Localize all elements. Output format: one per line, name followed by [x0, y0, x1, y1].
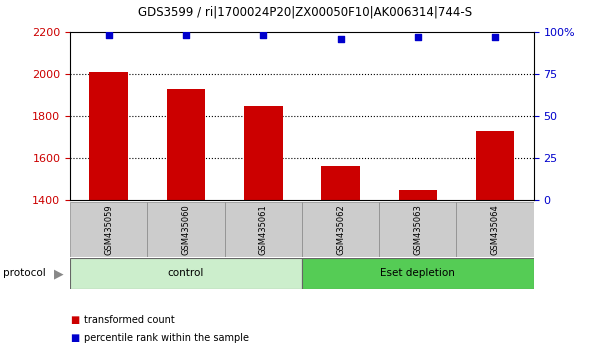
Text: GSM435063: GSM435063	[414, 204, 422, 255]
Bar	[70, 258, 302, 289]
Bar	[70, 202, 148, 257]
Point	[490, 34, 500, 40]
Text: percentile rank within the sample: percentile rank within the sample	[84, 333, 248, 343]
Bar	[224, 202, 302, 257]
Point	[336, 36, 345, 41]
Bar	[90, 72, 128, 354]
Text: control: control	[168, 268, 204, 279]
Text: GSM435059: GSM435059	[104, 204, 113, 255]
Bar	[476, 131, 514, 354]
Bar	[321, 166, 360, 354]
Bar	[398, 189, 437, 354]
Bar	[148, 202, 224, 257]
Text: ■: ■	[70, 315, 79, 325]
Text: transformed count: transformed count	[84, 315, 174, 325]
Text: ■: ■	[70, 333, 79, 343]
Point	[259, 33, 268, 38]
Bar	[167, 88, 206, 354]
Bar	[456, 202, 534, 257]
Text: protocol: protocol	[3, 268, 46, 279]
Bar	[379, 202, 456, 257]
Bar	[302, 202, 379, 257]
Text: Eset depletion: Eset depletion	[381, 268, 455, 279]
Text: GSM435061: GSM435061	[259, 204, 268, 255]
Bar	[244, 107, 282, 354]
Text: ▶: ▶	[54, 267, 64, 280]
Text: GSM435062: GSM435062	[336, 204, 345, 255]
Point	[413, 34, 423, 40]
Text: GDS3599 / ri|1700024P20|ZX00050F10|AK006314|744-S: GDS3599 / ri|1700024P20|ZX00050F10|AK006…	[138, 5, 472, 18]
Point	[181, 33, 191, 38]
Point	[104, 33, 113, 38]
Text: GSM435060: GSM435060	[182, 204, 190, 255]
Text: GSM435064: GSM435064	[490, 204, 500, 255]
Bar	[302, 258, 534, 289]
